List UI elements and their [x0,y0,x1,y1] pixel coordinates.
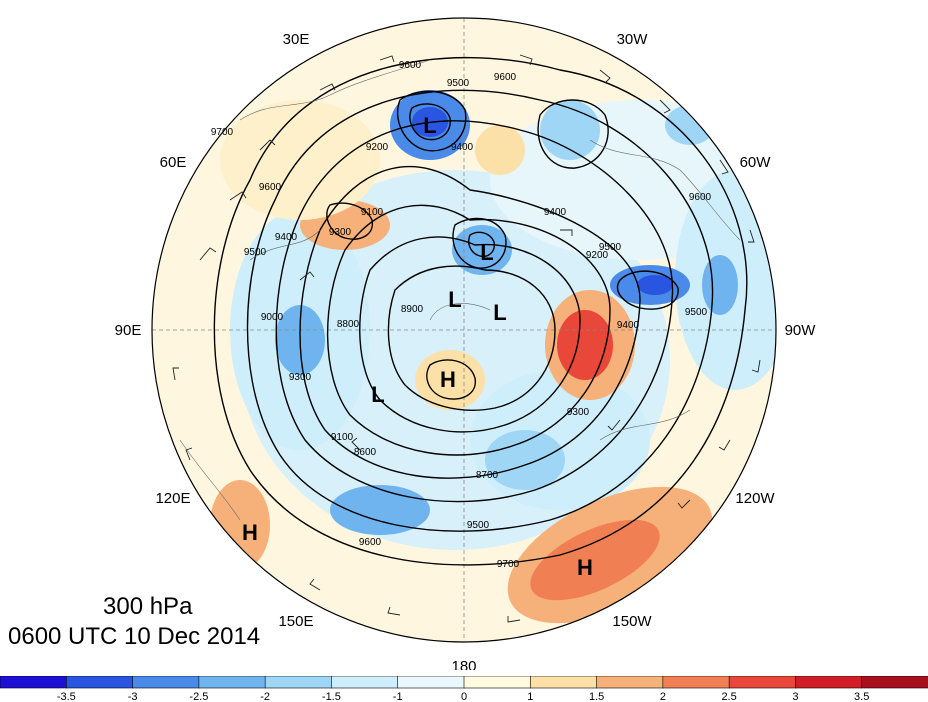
high-pressure-center: H [440,367,456,392]
contour-label: 9000 [261,312,284,323]
colorbar-swatch [0,676,68,689]
low-pressure-center: L [493,300,506,325]
colorbar-swatch [198,676,266,689]
colorbar-swatch [861,676,928,689]
colorbar-tick-label: -3 [128,691,138,702]
colorbar-swatch [264,676,333,689]
low-pressure-center: L [371,382,384,407]
height-contours [213,56,748,566]
contour-label: 9700 [211,127,234,138]
colorbar-tick-label: 2.5 [721,691,736,702]
longitude-labels: 0 30W 60W 90W 120W 150W 180 150E 120E 90E 60E 30E [115,0,817,670]
colorbar-swatch [795,676,863,689]
longitude-label: 30W [617,31,649,48]
contour-label: 9700 [497,559,520,570]
contour-label: 9600 [259,182,282,193]
longitude-label: 150W [612,613,652,630]
contour-label: 9500 [447,78,470,89]
high-pressure-center: H [577,555,593,580]
colorbar-tick-label: 3 [792,691,798,702]
contour-label: 9400 [617,320,640,331]
low-pressure-center: L [448,287,461,312]
contour-label: 9600 [359,537,382,548]
contour-label: 9300 [567,407,590,418]
colorbar-swatch [463,676,532,689]
contour-label: 9500 [244,247,267,258]
colorbar-tick-label: -1 [393,691,403,702]
valid-time: 0600 UTC 10 Dec 2014 [8,623,261,650]
contour-label: 9400 [275,232,298,243]
colorbar-swatch [728,676,797,689]
longitude-label: 30E [283,31,310,48]
pressure-level: 300 hPa [103,593,193,620]
colorbar-swatches [0,676,928,689]
contour-label: 8800 [337,319,360,330]
polar-stereographic-map: 0 30W 60W 90W 120W 150W 180 150E 120E 90E 60E 30E 9… [115,0,817,670]
colorbar-swatch [65,676,134,689]
contour-label: 9400 [451,142,474,153]
contour-label: 9600 [399,60,422,71]
longitude-label: 150E [278,613,313,630]
colorbar-swatch [596,676,664,689]
longitude-label: 90W [785,322,817,339]
longitude-label: 0 [460,0,468,3]
longitude-label: 120W [735,490,775,507]
colorbar-tick-label: 0 [461,691,467,702]
colorbar-swatch [529,676,598,689]
colorbar-tick-label: -2 [260,691,270,702]
colorbar: -3.5 -3 -2.5 -2 -1.5 -1 0 1 1.5 2 2.5 3 3.5 [0,676,928,702]
contour-label: 9600 [494,72,517,83]
colorbar-ticks: -3.5 -3 -2.5 -2 -1.5 -1 0 1 1.5 2 2.5 3 3.5 [57,691,870,702]
contour-labels: 9600 9500 9600 9700 9400 9300 9200 9100 9600 9500… [211,60,712,570]
contour-label: 9500 [467,520,490,531]
contour-label: 9100 [331,432,354,443]
coastlines [179,59,741,521]
contour-label: 8900 [401,304,424,315]
colorbar-tick-label: -3.5 [57,691,76,702]
colorbar-swatch [132,676,200,689]
contour-label: 9200 [366,142,389,153]
contour-label: 9600 [689,192,712,203]
contour-label: 8700 [476,470,499,481]
colorbar-tick-label: 3.5 [854,691,869,702]
contour-label: 9200 [586,250,609,261]
contour-label: 9300 [289,372,312,383]
graticule [152,18,776,642]
colorbar-swatch [662,676,730,689]
low-pressure-center: L [423,113,436,138]
contour-label: 8600 [354,447,377,458]
colorbar-tick-label: -2.5 [189,691,208,702]
contour-label: 9400 [544,207,567,218]
longitude-label: 120E [155,490,190,507]
map-title: 300 hPa 0600 UTC 10 Dec 2014 [0,592,320,652]
high-pressure-center: H [242,520,258,545]
longitude-label: 60E [160,154,187,171]
colorbar-swatch [397,676,465,689]
contour-label: 9500 [599,242,622,253]
colorbar-swatch [331,676,399,689]
map-boundary [151,17,777,643]
contour-label: 9300 [329,227,352,238]
colorbar-tick-label: -1.5 [322,691,341,702]
colorbar-tick-label: 1.5 [589,691,604,702]
contour-label: 9100 [361,207,384,218]
contour-label: 9500 [685,307,708,318]
longitude-label: 180 [451,658,476,670]
colorbar-tick-label: 2 [660,691,666,702]
low-pressure-center: L [480,240,493,265]
longitude-label: 90E [115,322,142,339]
longitude-label: 60W [740,154,772,171]
colorbar-tick-label: 1 [527,691,533,702]
